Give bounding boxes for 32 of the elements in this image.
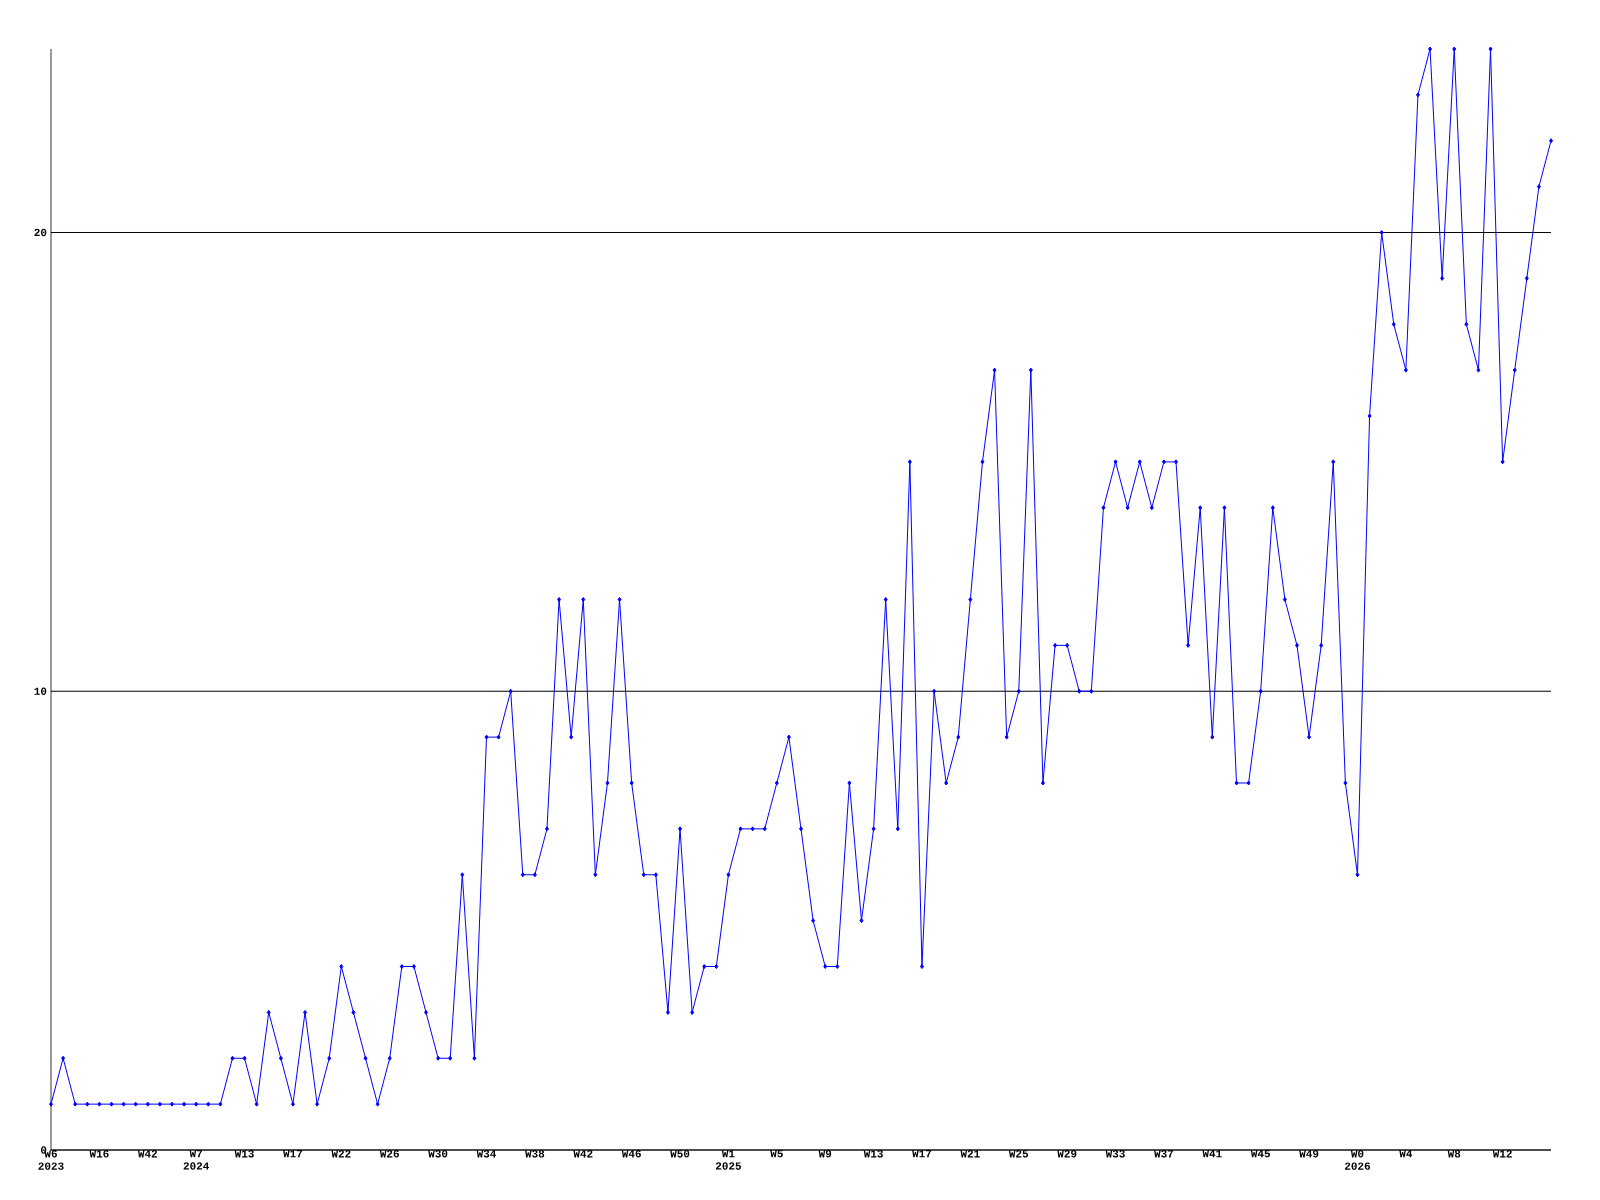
x-tick-label: W7 2024 bbox=[183, 1150, 209, 1170]
x-tick-label: W25 bbox=[1008, 1150, 1029, 1158]
x-tick-label: W41 bbox=[1202, 1150, 1222, 1158]
y-tick-label: 20 bbox=[34, 228, 47, 237]
x-tick-label: W1 2025 bbox=[715, 1150, 741, 1170]
x-tick-label: W49 bbox=[1299, 1150, 1319, 1158]
x-tick-label: W42 bbox=[137, 1150, 157, 1158]
x-tick-label: W4 bbox=[1399, 1150, 1413, 1158]
x-tick-label: W45 bbox=[1250, 1150, 1270, 1158]
x-tick-label: W5 bbox=[770, 1150, 783, 1158]
x-tick-label: W22 bbox=[331, 1150, 351, 1158]
x-tick-label: W21 bbox=[960, 1150, 980, 1158]
y-tick-label: 10 bbox=[34, 687, 47, 695]
x-tick-label: W13 bbox=[863, 1150, 883, 1158]
x-tick-label: W30 bbox=[428, 1150, 448, 1158]
x-tick-label: W50 bbox=[670, 1150, 690, 1158]
x-tick-label: W29 bbox=[1057, 1150, 1077, 1158]
x-tick-label: W34 bbox=[476, 1150, 497, 1158]
x-tick-label: W16 bbox=[89, 1150, 109, 1158]
x-tick-label: W17 bbox=[912, 1150, 932, 1158]
x-tick-label: W8 bbox=[1447, 1150, 1461, 1158]
x-tick-label: W46 bbox=[621, 1150, 641, 1158]
x-tick-label: W38 bbox=[525, 1150, 545, 1158]
x-tick-label: W0 2026 bbox=[1344, 1150, 1371, 1170]
x-tick-label: W26 bbox=[379, 1150, 399, 1158]
x-tick-label: W17 bbox=[283, 1150, 303, 1158]
x-tick-label: W9 bbox=[818, 1150, 832, 1158]
x-tick-label: W33 bbox=[1105, 1150, 1125, 1158]
x-tick-label: W37 bbox=[1154, 1150, 1174, 1158]
x-tick-label: W42 bbox=[573, 1150, 593, 1158]
x-tick-label: W13 bbox=[234, 1150, 254, 1158]
x-tick-label: W12 bbox=[1492, 1150, 1512, 1158]
